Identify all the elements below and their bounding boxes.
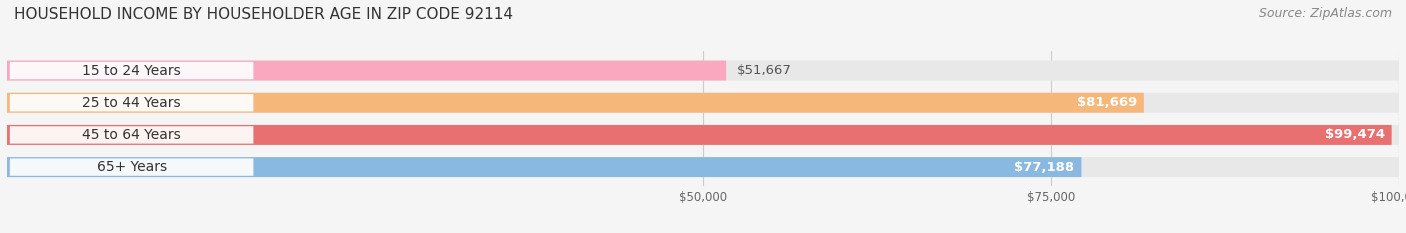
FancyBboxPatch shape bbox=[7, 125, 1392, 145]
FancyBboxPatch shape bbox=[10, 62, 253, 79]
Text: $51,667: $51,667 bbox=[737, 64, 792, 77]
Text: Source: ZipAtlas.com: Source: ZipAtlas.com bbox=[1258, 7, 1392, 20]
Text: 65+ Years: 65+ Years bbox=[97, 160, 167, 174]
FancyBboxPatch shape bbox=[10, 94, 253, 111]
FancyBboxPatch shape bbox=[7, 93, 1399, 113]
FancyBboxPatch shape bbox=[7, 93, 1144, 113]
Text: $99,474: $99,474 bbox=[1324, 128, 1385, 141]
FancyBboxPatch shape bbox=[7, 157, 1399, 177]
FancyBboxPatch shape bbox=[7, 61, 727, 81]
Text: 15 to 24 Years: 15 to 24 Years bbox=[82, 64, 181, 78]
FancyBboxPatch shape bbox=[10, 126, 253, 144]
Text: HOUSEHOLD INCOME BY HOUSEHOLDER AGE IN ZIP CODE 92114: HOUSEHOLD INCOME BY HOUSEHOLDER AGE IN Z… bbox=[14, 7, 513, 22]
FancyBboxPatch shape bbox=[7, 125, 1399, 145]
FancyBboxPatch shape bbox=[10, 158, 253, 176]
Text: 45 to 64 Years: 45 to 64 Years bbox=[82, 128, 181, 142]
FancyBboxPatch shape bbox=[7, 157, 1081, 177]
Text: 25 to 44 Years: 25 to 44 Years bbox=[83, 96, 181, 110]
Text: $81,669: $81,669 bbox=[1077, 96, 1137, 109]
FancyBboxPatch shape bbox=[7, 61, 1399, 81]
Text: $77,188: $77,188 bbox=[1014, 161, 1074, 174]
